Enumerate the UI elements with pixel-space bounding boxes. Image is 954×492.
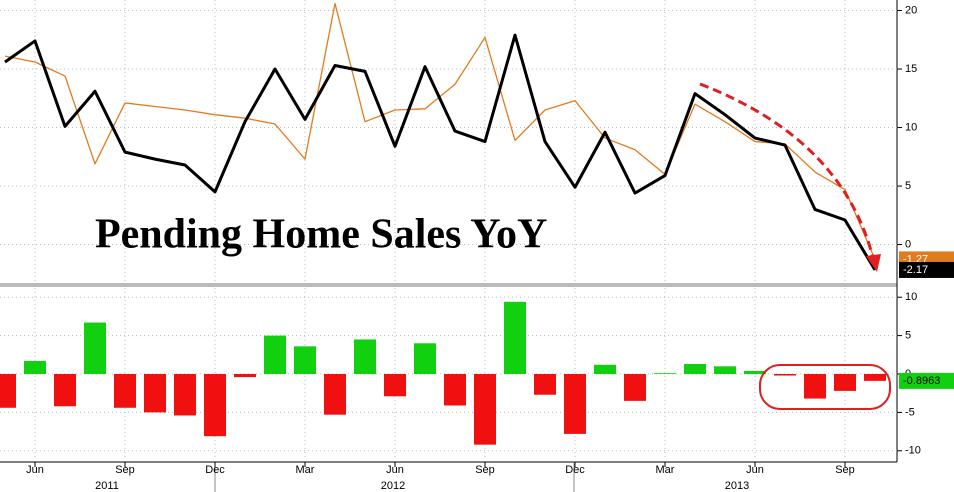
y-tick-label: 15 (905, 63, 917, 75)
bar (534, 374, 556, 395)
bar (684, 364, 706, 374)
bar (594, 364, 616, 374)
highlight-box (759, 364, 891, 410)
y-tick-label: 5 (905, 330, 911, 342)
bar (114, 374, 136, 408)
chart-title: Pending Home Sales YoY (95, 212, 547, 258)
value-label: -2.17 (903, 264, 928, 276)
bar (624, 374, 646, 401)
bar (444, 374, 466, 406)
bar (234, 374, 256, 378)
x-tick-label: Dec (565, 464, 585, 476)
trend-arrow (699, 82, 876, 263)
marks: Jun Sep Dec Mar Jun Sep Dec Mar Jun Sep 20 15 10 5 0 -1… (0, 0, 954, 476)
bar (654, 373, 676, 374)
y-tick-label: -5 (905, 406, 915, 418)
bar (414, 343, 436, 374)
x-tick-label: Jun (386, 464, 404, 476)
bar (174, 374, 196, 416)
bar (264, 335, 286, 374)
bar (804, 374, 826, 399)
value-tag (899, 372, 954, 389)
bar (144, 374, 166, 413)
x-tick-label: Jun (746, 464, 764, 476)
bar (294, 346, 316, 374)
bar (354, 339, 376, 374)
value-label: -0.8963 (903, 375, 940, 387)
bar (714, 366, 736, 374)
bar (774, 374, 796, 376)
bar (204, 374, 226, 437)
y-tick-label: 10 (905, 291, 917, 303)
x-tick-label: Sep (475, 464, 495, 476)
bar (54, 374, 76, 407)
bar (504, 301, 526, 374)
x-tick-label: Mar (296, 464, 315, 476)
x-tick-label: Dec (205, 464, 225, 476)
bar (84, 322, 106, 374)
x-tick-label: Mar (656, 464, 675, 476)
x-tick-label: Sep (835, 464, 855, 476)
bar (834, 374, 856, 391)
y-tick-label: 20 (905, 4, 917, 16)
y-tick-label: -10 (905, 445, 921, 457)
bar (0, 374, 16, 408)
year-label: 2011 (95, 480, 119, 492)
x-tick-label: Sep (115, 464, 135, 476)
line (4, 33, 877, 271)
year-label: 2012 (381, 480, 405, 492)
y-tick-label: 0 (905, 238, 911, 250)
bar (474, 374, 496, 445)
y-tick-label: 10 (905, 121, 917, 133)
value-tag (899, 261, 954, 278)
x-tick-label: Jun (26, 464, 44, 476)
bar (384, 374, 406, 397)
year-label: 2013 (725, 480, 749, 492)
bar (744, 370, 766, 374)
bar (24, 360, 46, 374)
bar (324, 374, 346, 415)
bar (564, 374, 586, 434)
y-tick-label: 5 (905, 180, 911, 192)
arrow-head (866, 254, 881, 272)
bar (864, 374, 886, 381)
